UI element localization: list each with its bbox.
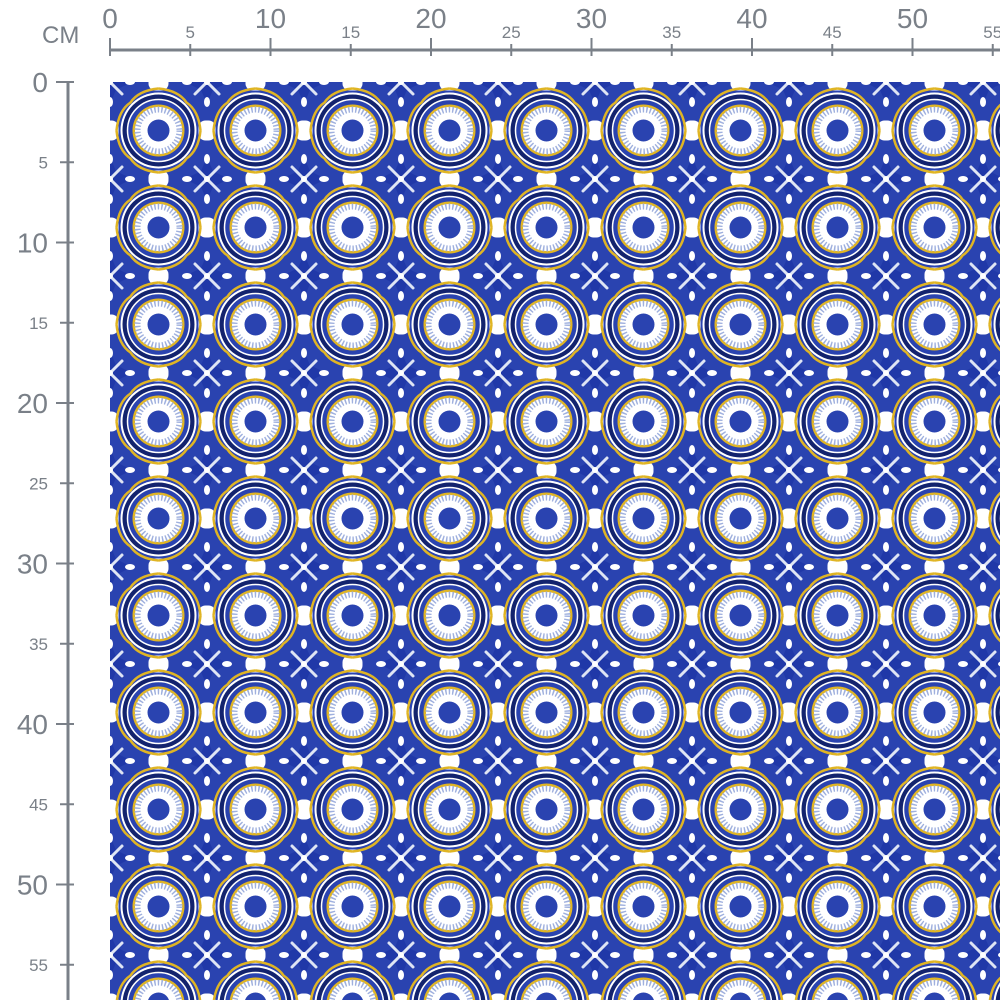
horizontal-ruler-label: 5 (186, 23, 195, 42)
horizontal-ruler-label: 20 (415, 3, 446, 34)
vertical-ruler-label: 35 (29, 635, 48, 654)
vertical-ruler-label: 10 (17, 228, 48, 259)
vertical-ruler-label: 45 (29, 795, 48, 814)
horizontal-ruler-label: 10 (255, 3, 286, 34)
vertical-ruler-label: 30 (17, 549, 48, 580)
vertical-ruler-label: 40 (17, 709, 48, 740)
horizontal-ruler-label: 45 (823, 23, 842, 42)
horizontal-ruler-label: 25 (502, 23, 521, 42)
ruler-unit-label: CM (42, 22, 80, 49)
horizontal-ruler-label: 0 (102, 3, 118, 34)
vertical-ruler-label: 0 (32, 67, 48, 98)
vertical-ruler-label: 5 (39, 153, 48, 172)
fabric-pattern-preview (110, 82, 1000, 1000)
vertical-ruler-label: 25 (29, 474, 48, 493)
horizontal-ruler-label: 35 (662, 23, 681, 42)
vertical-ruler-label: 50 (17, 870, 48, 901)
vertical-ruler-label: 55 (29, 956, 48, 975)
horizontal-ruler-label: 30 (576, 3, 607, 34)
vertical-ruler-label: 20 (17, 388, 48, 419)
horizontal-ruler-label: 40 (736, 3, 767, 34)
horizontal-ruler-label: 55 (983, 23, 1000, 42)
fabric-tile-fill (110, 82, 1000, 1000)
vertical-ruler-label: 15 (29, 314, 48, 333)
horizontal-ruler-label: 50 (897, 3, 928, 34)
horizontal-ruler-label: 15 (341, 23, 360, 42)
